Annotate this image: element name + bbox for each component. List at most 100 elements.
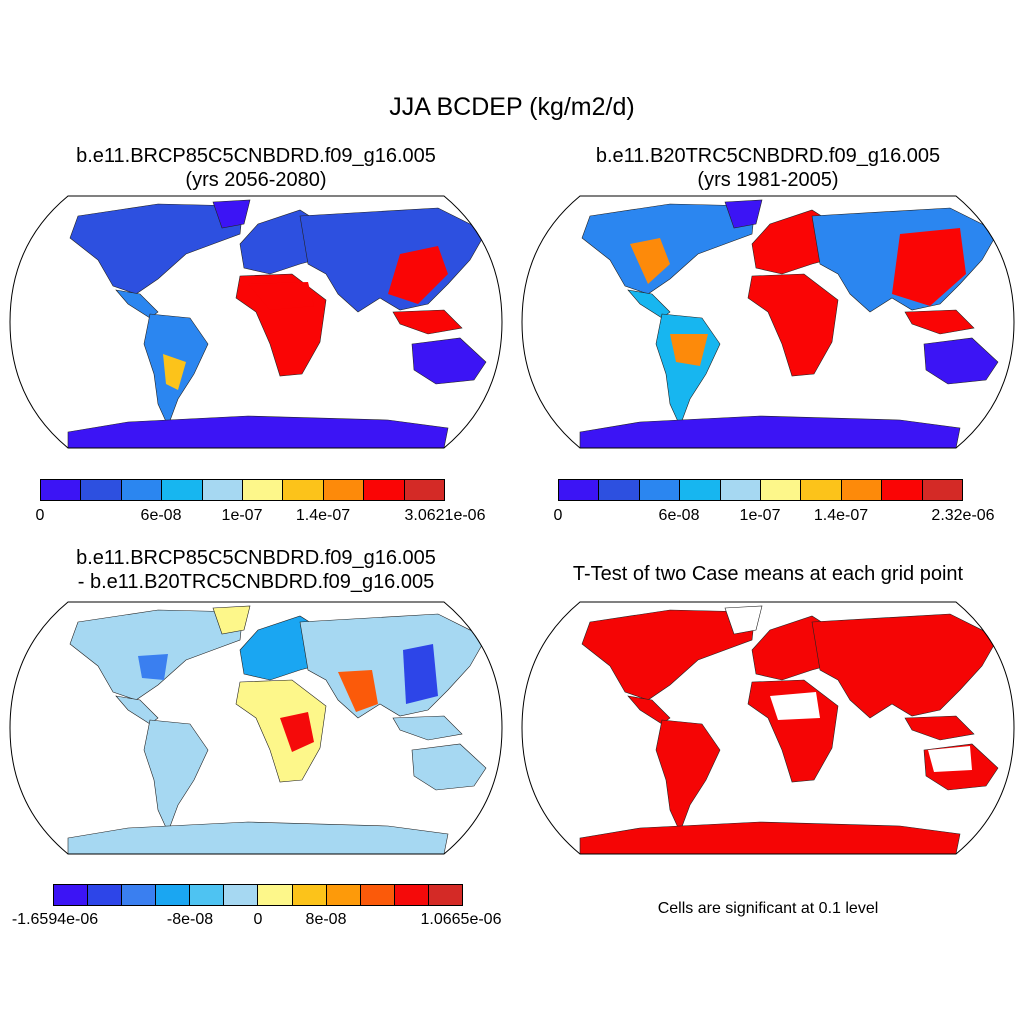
colorbar-swatch bbox=[292, 885, 327, 905]
non-significant-region bbox=[928, 746, 972, 772]
panel-title-future: b.e11.BRCP85C5CNBDRD.f09_g16.005 (yrs 20… bbox=[6, 144, 506, 192]
landmass-na bbox=[581, 203, 756, 295]
landmass-green bbox=[212, 199, 251, 229]
map-historical-bcdep bbox=[521, 195, 1015, 449]
landmass-as bbox=[299, 613, 487, 719]
landmass-ca bbox=[115, 289, 159, 319]
decrease-region bbox=[403, 644, 438, 704]
colorbar-swatch bbox=[841, 480, 883, 500]
colorbar-tick: 0 bbox=[253, 911, 263, 928]
colorbar-swatch bbox=[323, 480, 365, 500]
panel-title-line2: (yrs 1981-2005) bbox=[697, 169, 839, 191]
landmass-au bbox=[411, 337, 487, 385]
landmass-green bbox=[724, 605, 763, 635]
landmass-ca bbox=[627, 289, 671, 319]
map-frame bbox=[9, 601, 503, 855]
colorbar-swatch bbox=[801, 480, 842, 500]
colorbar-tick: 1.4e-07 bbox=[295, 507, 351, 524]
colorbar-swatch bbox=[258, 885, 293, 905]
colorbar-swatch bbox=[41, 480, 82, 500]
colorbar-swatch bbox=[224, 885, 259, 905]
significance-note: Cells are significant at 0.1 level bbox=[657, 900, 879, 917]
map-ttest-significance bbox=[521, 601, 1015, 855]
landmass-au bbox=[923, 337, 999, 385]
landmass-as bbox=[299, 207, 487, 313]
landmass-ind bbox=[392, 309, 463, 335]
colorbar-tick: 1.4e-07 bbox=[813, 507, 869, 524]
colorbar-tick: 6e-08 bbox=[140, 507, 182, 524]
colorbar-swatch bbox=[162, 480, 203, 500]
colorbar-swatch bbox=[121, 480, 163, 500]
landmass-sa bbox=[655, 313, 721, 427]
colorbar-tick: -1.6594e-06 bbox=[11, 911, 99, 928]
landmass-na bbox=[69, 203, 244, 295]
colorbar-swatch bbox=[428, 885, 462, 905]
panel-title-line1: b.e11.B20TRC5CNBDRD.f09_g16.005 bbox=[595, 145, 941, 167]
landmass-af bbox=[235, 679, 327, 783]
landmass-af bbox=[747, 273, 839, 377]
colorbar-tick: 8e-08 bbox=[305, 911, 347, 928]
landmass-green bbox=[724, 199, 763, 229]
decrease-region bbox=[138, 654, 168, 680]
colorbar-tick: 0 bbox=[35, 507, 45, 524]
landmass-sa bbox=[655, 719, 721, 833]
landmass-green bbox=[212, 605, 251, 635]
landmass-ca bbox=[627, 695, 671, 725]
colorbar-swatch bbox=[81, 480, 122, 500]
panel-title-line1: b.e11.BRCP85C5CNBDRD.f09_g16.005 bbox=[76, 547, 436, 569]
colorbar-swatch bbox=[88, 885, 123, 905]
panel-title-line2: (yrs 2056-2080) bbox=[185, 169, 327, 191]
panel-title-line2: - b.e11.B20TRC5CNBDRD.f09_g16.005 bbox=[77, 571, 435, 593]
colorbar-tick: 2.32e-06 bbox=[931, 507, 995, 524]
high-deposition-region bbox=[388, 246, 448, 304]
colorbar-swatch bbox=[882, 480, 923, 500]
colorbar-difference bbox=[53, 884, 463, 906]
increase-region bbox=[338, 670, 378, 712]
landmass-ind bbox=[392, 715, 463, 741]
colorbar-swatch bbox=[559, 480, 600, 500]
moderate-deposition-region bbox=[163, 354, 186, 390]
landmass-ca bbox=[115, 695, 159, 725]
high-deposition-region bbox=[248, 282, 314, 310]
landmass-na bbox=[581, 609, 756, 701]
increase-region bbox=[280, 712, 314, 752]
colorbar-swatch bbox=[599, 480, 640, 500]
landmass-sa bbox=[143, 719, 209, 833]
panel-title-historical: b.e11.B20TRC5CNBDRD.f09_g16.005 (yrs 198… bbox=[518, 144, 1018, 192]
landmass-ant bbox=[579, 821, 961, 854]
colorbar-swatch bbox=[122, 885, 157, 905]
map-difference-bcdep bbox=[9, 601, 503, 855]
colorbar-swatch bbox=[243, 480, 284, 500]
high-deposition-region bbox=[892, 228, 966, 306]
panel-title-difference: b.e11.BRCP85C5CNBDRD.f09_g16.005 - b.e11… bbox=[6, 546, 506, 594]
colorbar-swatch bbox=[202, 480, 244, 500]
colorbar-historical bbox=[558, 479, 963, 501]
colorbar-tick: 1e-07 bbox=[221, 507, 263, 524]
colorbar-swatch bbox=[680, 480, 721, 500]
map-frame bbox=[521, 195, 1015, 449]
colorbar-swatch bbox=[156, 885, 191, 905]
map-frame bbox=[521, 601, 1015, 855]
colorbar-future bbox=[40, 479, 445, 501]
colorbar-tick: 1e-07 bbox=[739, 507, 781, 524]
map-future-bcdep bbox=[9, 195, 503, 449]
landmass-ind bbox=[904, 715, 975, 741]
panel-title-ttest: T-Test of two Case means at each grid po… bbox=[572, 563, 964, 585]
landmass-ant bbox=[579, 415, 961, 448]
high-deposition-region bbox=[630, 238, 670, 284]
landmass-ind bbox=[904, 309, 975, 335]
colorbar-tick: 6e-08 bbox=[658, 507, 700, 524]
landmass-ant bbox=[67, 415, 449, 448]
map-frame bbox=[9, 195, 503, 449]
colorbar-tick: 1.0665e-06 bbox=[420, 911, 502, 928]
landmass-ant bbox=[67, 821, 449, 854]
colorbar-swatch bbox=[364, 480, 405, 500]
colorbar-tick: 3.0621e-06 bbox=[404, 507, 486, 524]
colorbar-swatch bbox=[190, 885, 225, 905]
colorbar-tick: -8e-08 bbox=[166, 911, 214, 928]
figure-title: JJA BCDEP (kg/m2/d) bbox=[389, 93, 635, 121]
panel-title-line1: b.e11.BRCP85C5CNBDRD.f09_g16.005 bbox=[76, 145, 436, 167]
colorbar-swatch bbox=[720, 480, 762, 500]
colorbar-swatch bbox=[761, 480, 802, 500]
colorbar-swatch bbox=[326, 885, 361, 905]
